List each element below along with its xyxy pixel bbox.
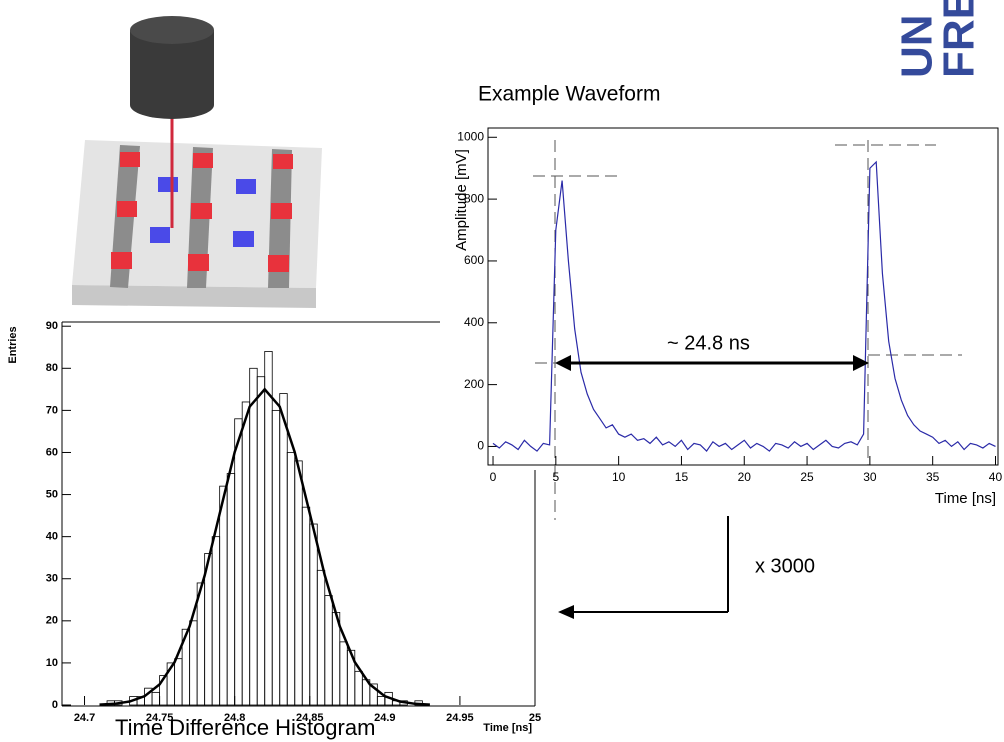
y-axis-label: Entries <box>7 326 19 363</box>
y-tick-label: 0 <box>477 439 484 453</box>
plot-frame <box>487 127 999 466</box>
histogram-bar <box>294 460 303 706</box>
chart-title: Time Difference Histogram <box>115 715 375 740</box>
y-tick-label: 0 <box>52 699 58 711</box>
y-tick-label: 1000 <box>457 129 484 143</box>
interval-arrow <box>555 355 869 371</box>
x-tick-label: 24.8 <box>224 712 245 724</box>
histogram-bar <box>211 536 221 706</box>
x-tick-label: 24.9 <box>374 712 395 724</box>
histogram-frame <box>61 321 536 707</box>
histogram-bar <box>174 658 183 706</box>
y-tick-label: 80 <box>46 362 58 374</box>
y-tick-label: 60 <box>46 446 58 458</box>
x-tick-label: 25 <box>529 712 541 724</box>
y-tick-label: 40 <box>46 531 58 543</box>
y-tick-label: 200 <box>464 377 484 391</box>
x-tick-label: 24.7 <box>74 712 95 724</box>
annotation: x 3000 <box>755 555 815 577</box>
histogram-bar <box>376 696 386 706</box>
x-axis-label: Time [ns] <box>935 490 996 507</box>
y-tick-label: 20 <box>46 615 58 627</box>
histogram-bar <box>324 595 333 706</box>
x-tick-label: 30 <box>863 470 877 484</box>
waveform-plot: 0 200 400 600 800 1000 0 5 10 15 20 25 30 35 40 <box>457 129 1002 484</box>
y-tick-label: 10 <box>46 657 58 669</box>
waveform-line <box>492 160 996 453</box>
histogram-bar <box>339 641 348 706</box>
logo-text: UN <box>893 14 942 78</box>
x-tick-label: 24.95 <box>446 712 474 724</box>
histogram-bar <box>189 620 198 706</box>
y-tick-label: 90 <box>46 320 58 332</box>
histogram-bar <box>226 473 236 706</box>
x-tick-label: 24.75 <box>146 712 174 724</box>
fit-curve <box>99 387 430 706</box>
y-tick-label: 400 <box>464 315 484 329</box>
x-tick-label: 35 <box>926 470 940 484</box>
flow-arrow <box>558 516 729 619</box>
histogram-bar <box>279 393 288 706</box>
x-tick-label: 5 <box>552 470 559 484</box>
x-axis-label: Time [ns] <box>483 722 532 734</box>
histogram-bar <box>354 670 363 706</box>
x-tick-label: 0 <box>490 470 497 484</box>
histogram-bar <box>151 691 161 706</box>
histogram-bar <box>204 553 213 706</box>
histogram-bar <box>219 485 228 706</box>
y-tick-label: 50 <box>46 488 58 500</box>
x-tick-label: 24.85 <box>296 712 324 724</box>
histogram-bar <box>241 401 251 706</box>
histogram-bar <box>369 683 378 706</box>
histogram-bar <box>264 351 273 706</box>
y-tick-label: 70 <box>46 404 58 416</box>
x-tick-label: 40 <box>989 470 1003 484</box>
histogram-bar <box>249 367 258 706</box>
histogram-bar <box>286 452 296 706</box>
annotation: ~ 24.8 ns <box>667 332 750 354</box>
logo-text: FRE <box>935 0 984 78</box>
histogram-bar <box>234 418 243 706</box>
y-axis-label: Amplitude [mV] <box>453 149 470 251</box>
histogram-bar <box>301 506 311 706</box>
histogram-bar <box>309 523 318 706</box>
x-tick-label: 25 <box>800 470 814 484</box>
x-tick-label: 10 <box>612 470 626 484</box>
histogram-bar <box>316 569 326 706</box>
laser-illustration <box>72 16 322 308</box>
histogram-bar <box>256 376 266 706</box>
y-tick-label: 600 <box>464 253 484 267</box>
x-tick-label: 20 <box>738 470 752 484</box>
histogram-bar <box>271 409 281 706</box>
y-tick-label: 30 <box>46 573 58 585</box>
y-tick-label: 800 <box>464 191 484 205</box>
x-tick-label: 15 <box>675 470 689 484</box>
chart-title: Example Waveform <box>478 83 660 106</box>
histogram-plot: 0 10 20 30 40 50 60 70 80 90 24.7 24.75 24.8 24.85 24.… <box>46 320 541 724</box>
guides <box>533 140 962 520</box>
